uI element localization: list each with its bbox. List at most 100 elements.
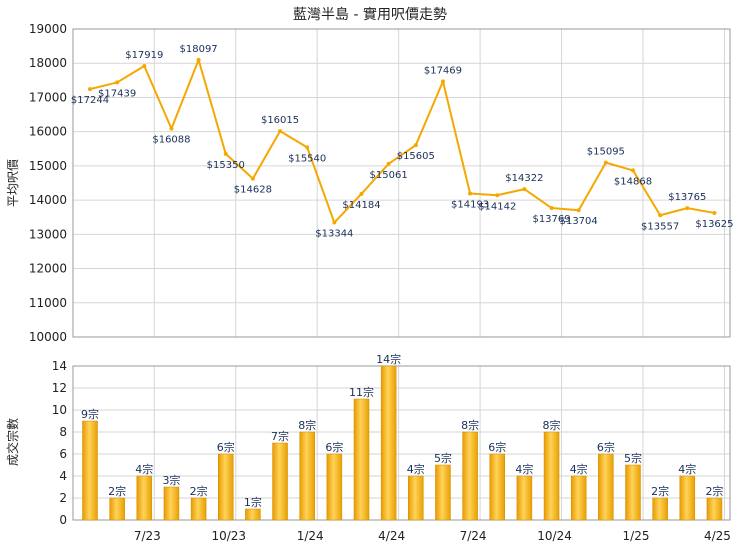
volume-data-label: 6宗 (597, 440, 615, 454)
price-data-label: $17469 (424, 65, 462, 76)
y-tick-label: 10000 (29, 330, 67, 344)
price-data-label: $14193 (451, 200, 489, 211)
volume-bar (625, 464, 641, 521)
volume-bar (598, 453, 614, 521)
x-tick-label: 10/23 (211, 529, 246, 543)
volume-data-label: 11宗 (349, 385, 374, 399)
price-point (522, 187, 527, 192)
volume-bar (190, 497, 207, 521)
price-data-label: $13704 (560, 216, 598, 227)
volume-bar (462, 431, 478, 521)
volume-bar (652, 497, 668, 521)
volume-bar (516, 475, 533, 521)
price-point (685, 206, 690, 211)
y-tick-label: 8 (59, 425, 67, 439)
volume-data-label: 6宗 (217, 440, 235, 454)
x-tick-label: 10/24 (537, 529, 572, 543)
y-tick-label: 2 (59, 491, 67, 505)
price-line-series (89, 58, 715, 224)
price-point (142, 63, 147, 68)
price-point (196, 57, 201, 62)
price-point (332, 220, 337, 225)
volume-bar (353, 398, 370, 521)
price-data-label: $15540 (288, 153, 326, 164)
price-data-label: $13765 (668, 192, 706, 203)
price-point (88, 87, 92, 92)
price-data-label: $13769 (532, 214, 570, 225)
y-tick-label: 12000 (29, 262, 67, 276)
price-data-label: $14184 (342, 200, 380, 211)
y-tick-label: 15000 (29, 159, 67, 173)
volume-bar (435, 464, 451, 521)
price-data-label: $14628 (234, 185, 272, 196)
price-point (658, 213, 663, 218)
price-data-points (88, 57, 717, 225)
volume-bars (82, 365, 723, 521)
price-data-label: $13344 (315, 229, 353, 240)
volume-data-labels: 9宗 2宗 4宗 3宗 2宗 6宗 1宗 7宗 8宗 6宗 11宗 14宗 4宗 5宗 8宗 6宗 4宗 8宗 4宗… (81, 352, 723, 509)
x-tick-label: 4/24 (378, 529, 405, 543)
plot-frame (72, 365, 731, 521)
volume-data-label: 2宗 (705, 484, 723, 498)
price-point (549, 206, 554, 211)
volume-data-label: 2宗 (651, 484, 669, 498)
price-data-label: $13557 (641, 221, 679, 232)
price-gridlines (73, 28, 730, 338)
price-data-label: $17244 (71, 95, 109, 106)
volume-bar (706, 497, 723, 521)
price-point (278, 129, 283, 134)
x-tick-label: 7/24 (460, 529, 487, 543)
volume-data-label: 5宗 (434, 451, 452, 465)
volume-data-label: 9宗 (81, 407, 99, 421)
price-point (603, 160, 608, 165)
volume-data-label: 5宗 (624, 451, 642, 465)
price-data-label: $18097 (180, 44, 218, 55)
y-tick-label: 0 (59, 513, 67, 527)
volume-data-label: 1宗 (244, 495, 262, 509)
volume-data-label: 4宗 (407, 462, 425, 476)
volume-bar (163, 486, 180, 521)
volume-y-axis-label: 成交宗數 (5, 418, 20, 466)
y-tick-label: 11000 (29, 296, 67, 310)
price-data-label: $13625 (695, 219, 733, 230)
volume-data-label: 2宗 (108, 484, 126, 498)
volume-bar (408, 475, 424, 521)
price-point (440, 79, 445, 84)
volume-data-label: 4宗 (515, 462, 533, 476)
volume-bar (272, 442, 288, 521)
price-point (250, 176, 255, 181)
volume-bar (380, 365, 397, 521)
volume-bar (245, 508, 261, 521)
x-axis-tick-labels: 7/23 10/23 1/24 4/24 7/24 10/24 1/25 4/25 (134, 529, 731, 543)
volume-data-label: 3宗 (162, 473, 180, 487)
volume-data-label: 6宗 (325, 440, 343, 454)
y-tick-label: 16000 (29, 125, 67, 139)
volume-bar (570, 475, 587, 521)
price-point (576, 208, 581, 213)
price-data-label: $15605 (397, 151, 435, 162)
price-point (386, 161, 391, 166)
price-data-label: $14868 (614, 176, 652, 187)
volume-bar (679, 475, 696, 521)
volume-bar (489, 453, 505, 521)
volume-data-label: 2宗 (190, 484, 208, 498)
volume-data-label: 4宗 (678, 462, 696, 476)
price-point (413, 143, 418, 148)
volume-bar (326, 453, 343, 521)
y-tick-label: 19000 (29, 22, 67, 36)
y-tick-label: 4 (59, 469, 67, 483)
volume-data-label: 14宗 (376, 352, 401, 366)
volume-data-label: 4宗 (135, 462, 153, 476)
volume-bar (218, 453, 234, 521)
y-tick-label: 13000 (29, 227, 67, 241)
y-tick-label: 10 (52, 403, 67, 417)
chart-title: 藍灣半島 - 實用呎價走勢 (293, 6, 447, 23)
x-tick-label: 1/25 (623, 529, 650, 543)
y-tick-label: 12 (52, 381, 67, 395)
price-point (712, 210, 717, 215)
volume-data-label: 8宗 (461, 418, 479, 432)
price-data-label: $17439 (98, 88, 136, 99)
x-tick-label: 4/25 (704, 529, 731, 543)
y-tick-label: 6 (59, 447, 67, 461)
